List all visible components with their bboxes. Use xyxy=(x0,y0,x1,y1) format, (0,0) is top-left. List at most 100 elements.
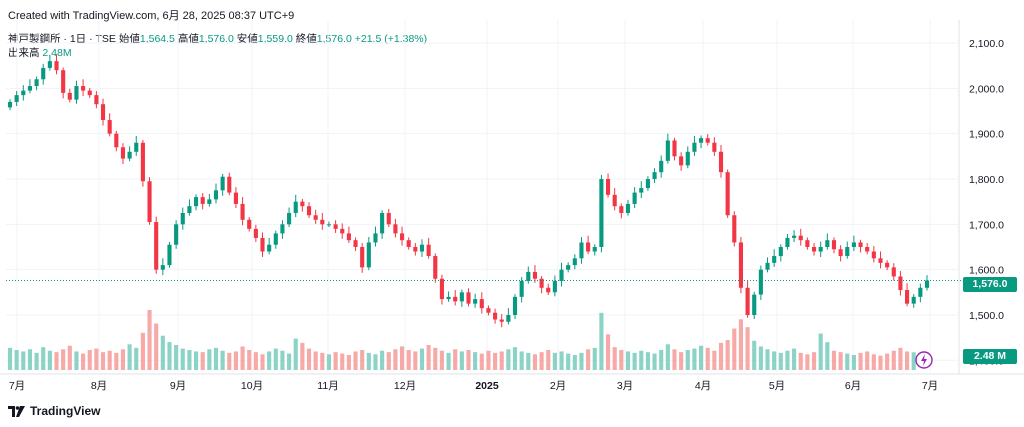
volume-bar xyxy=(140,332,145,370)
volume-bar xyxy=(798,352,803,370)
volume-bar xyxy=(446,352,451,370)
candle-body xyxy=(47,61,52,68)
candle-body xyxy=(459,292,464,302)
candle-body xyxy=(426,244,431,257)
volume-bar xyxy=(453,349,458,370)
x-tick-label: 7月 xyxy=(922,380,938,392)
volume-bar xyxy=(905,351,910,370)
volume-bar xyxy=(499,351,504,370)
candle-body xyxy=(61,70,66,93)
y-tick-label: 1,600.0 xyxy=(969,265,1004,277)
volume-bar xyxy=(738,319,744,370)
candle-body xyxy=(572,258,577,266)
candle-body xyxy=(260,237,265,252)
lightning-icon[interactable] xyxy=(915,351,933,369)
volume-bar xyxy=(167,342,172,370)
volume-bar xyxy=(506,349,511,370)
volume-bar xyxy=(187,350,192,370)
candle-body xyxy=(386,212,391,225)
candle-body xyxy=(333,224,338,229)
candle-body xyxy=(738,242,744,288)
candle-body xyxy=(592,246,597,252)
volume-bar xyxy=(718,342,724,370)
low-label: 安値 xyxy=(236,33,258,45)
volume-bar xyxy=(287,353,292,370)
volume-bar xyxy=(160,335,165,370)
volume-bar xyxy=(353,351,358,370)
volume-bar xyxy=(792,348,797,370)
volume-bar xyxy=(439,350,444,370)
volume-bar xyxy=(652,353,657,370)
volume-bar xyxy=(61,349,66,370)
x-tick-label: 9月 xyxy=(170,380,186,392)
candle-body xyxy=(207,199,212,204)
candle-body xyxy=(140,142,145,182)
volume-bar xyxy=(346,355,351,370)
volume-bar xyxy=(247,350,252,370)
volume-bar xyxy=(685,350,690,370)
volume-bar xyxy=(406,350,411,370)
volume-bar xyxy=(911,352,916,370)
candle-body xyxy=(499,319,504,322)
candle-body xyxy=(114,133,119,148)
candle-body xyxy=(546,287,551,293)
candle-body xyxy=(619,206,624,213)
candle-body xyxy=(366,242,371,268)
candle-body xyxy=(493,312,498,320)
y-tick-label: 2,100.0 xyxy=(969,38,1004,50)
volume-bar xyxy=(114,352,119,370)
volume-bar xyxy=(120,349,126,370)
y-tick-label: 1,800.0 xyxy=(969,174,1004,186)
volume-bar xyxy=(426,345,431,370)
volume-bar xyxy=(825,342,830,370)
volume-bar xyxy=(67,345,72,370)
volume-bar xyxy=(559,351,564,370)
volume-bar xyxy=(659,350,664,370)
volume-bar xyxy=(639,350,644,370)
y-tick-label: 1,700.0 xyxy=(969,219,1004,231)
candle-body xyxy=(579,242,584,259)
candle-body xyxy=(665,140,670,161)
candle-body xyxy=(87,90,92,96)
candle-body xyxy=(479,299,484,309)
tradingview-logo[interactable]: TradingView xyxy=(8,404,100,418)
volume-bar xyxy=(692,348,697,370)
high-label: 高値 xyxy=(177,33,199,45)
x-tick-label: 11月 xyxy=(317,380,338,392)
volume-bar xyxy=(679,352,684,370)
x-tick-label: 3月 xyxy=(617,380,633,392)
candle-body xyxy=(473,299,478,304)
tradingview-logo-icon xyxy=(8,405,25,417)
candle-body xyxy=(446,296,451,300)
volume-bar xyxy=(81,353,86,370)
candle-body xyxy=(838,249,843,257)
candle-body xyxy=(233,192,238,204)
volume-bar xyxy=(267,351,272,370)
volume-bar xyxy=(227,352,232,370)
candle-body xyxy=(818,246,823,252)
candle-body xyxy=(885,262,890,268)
x-tick-label: 4月 xyxy=(695,380,711,392)
candle-body xyxy=(745,287,750,315)
volume-bar xyxy=(100,352,106,370)
candle-body xyxy=(559,269,564,281)
volume-bar xyxy=(811,352,817,370)
candle-body xyxy=(147,181,152,223)
candle-body xyxy=(373,233,378,243)
candle-body xyxy=(393,224,398,234)
x-tick-label: 8月 xyxy=(91,380,107,392)
volume-bar xyxy=(765,349,770,370)
volume-bar xyxy=(831,350,837,370)
candle-body xyxy=(692,142,697,152)
candle-body xyxy=(586,242,591,252)
candle-body xyxy=(380,212,385,234)
candle-body xyxy=(67,92,72,100)
high-value: 1,576.0 xyxy=(198,33,234,45)
candle-body xyxy=(21,90,26,96)
volume-bar xyxy=(532,354,538,370)
candle-body xyxy=(605,178,611,195)
candle-body xyxy=(247,219,252,229)
volume-bar xyxy=(340,353,345,370)
volume-bar xyxy=(752,340,757,370)
